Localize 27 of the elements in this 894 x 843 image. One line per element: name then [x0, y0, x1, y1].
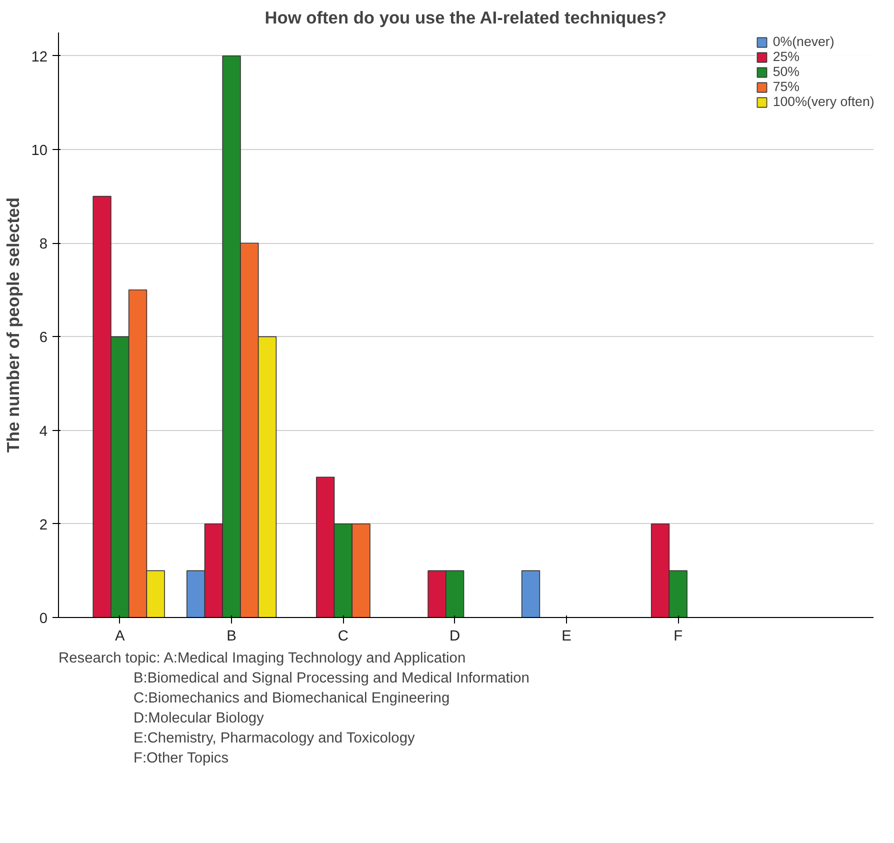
text: F:Other Topics	[134, 750, 229, 766]
text: B:Biomedical and Signal Processing and Medical Information	[134, 670, 530, 686]
x-tick-label: C	[338, 628, 349, 644]
text: E:Chemistry, Pharmacology and Toxicology	[134, 730, 416, 746]
y-tick-label: 10	[31, 143, 48, 159]
legend-label: 50%	[772, 64, 800, 79]
legend-label: 100%(very often)	[772, 94, 874, 109]
bar	[521, 570, 540, 618]
legend-label: 25%	[772, 49, 800, 64]
text: C:Biomechanics and Biomechanical Engineering	[134, 690, 450, 706]
text: D:Molecular Biology	[134, 710, 265, 726]
legend-label: 75%	[772, 79, 800, 94]
text: Research topic: A:Medical Imaging Technology and Application	[58, 650, 466, 666]
chart-title: How often do you use the AI-related techniques?	[264, 8, 667, 28]
y-tick-label: 8	[39, 236, 48, 253]
x-tick-label: A	[115, 628, 126, 644]
y-tick-label: 6	[39, 330, 48, 346]
y-tick-label: 0	[39, 611, 48, 627]
x-tick-label: F	[674, 628, 683, 644]
y-tick-label: 12	[31, 49, 48, 66]
y-tick-label: 4	[39, 424, 48, 440]
x-tick-label: D	[450, 628, 460, 644]
y-tick-label: 2	[39, 517, 48, 534]
y-axis-title: The number of people selected	[3, 197, 24, 453]
legend-label: 0%(never)	[772, 34, 834, 49]
x-tick-label: E	[562, 628, 572, 644]
x-tick-label: B	[226, 628, 236, 644]
